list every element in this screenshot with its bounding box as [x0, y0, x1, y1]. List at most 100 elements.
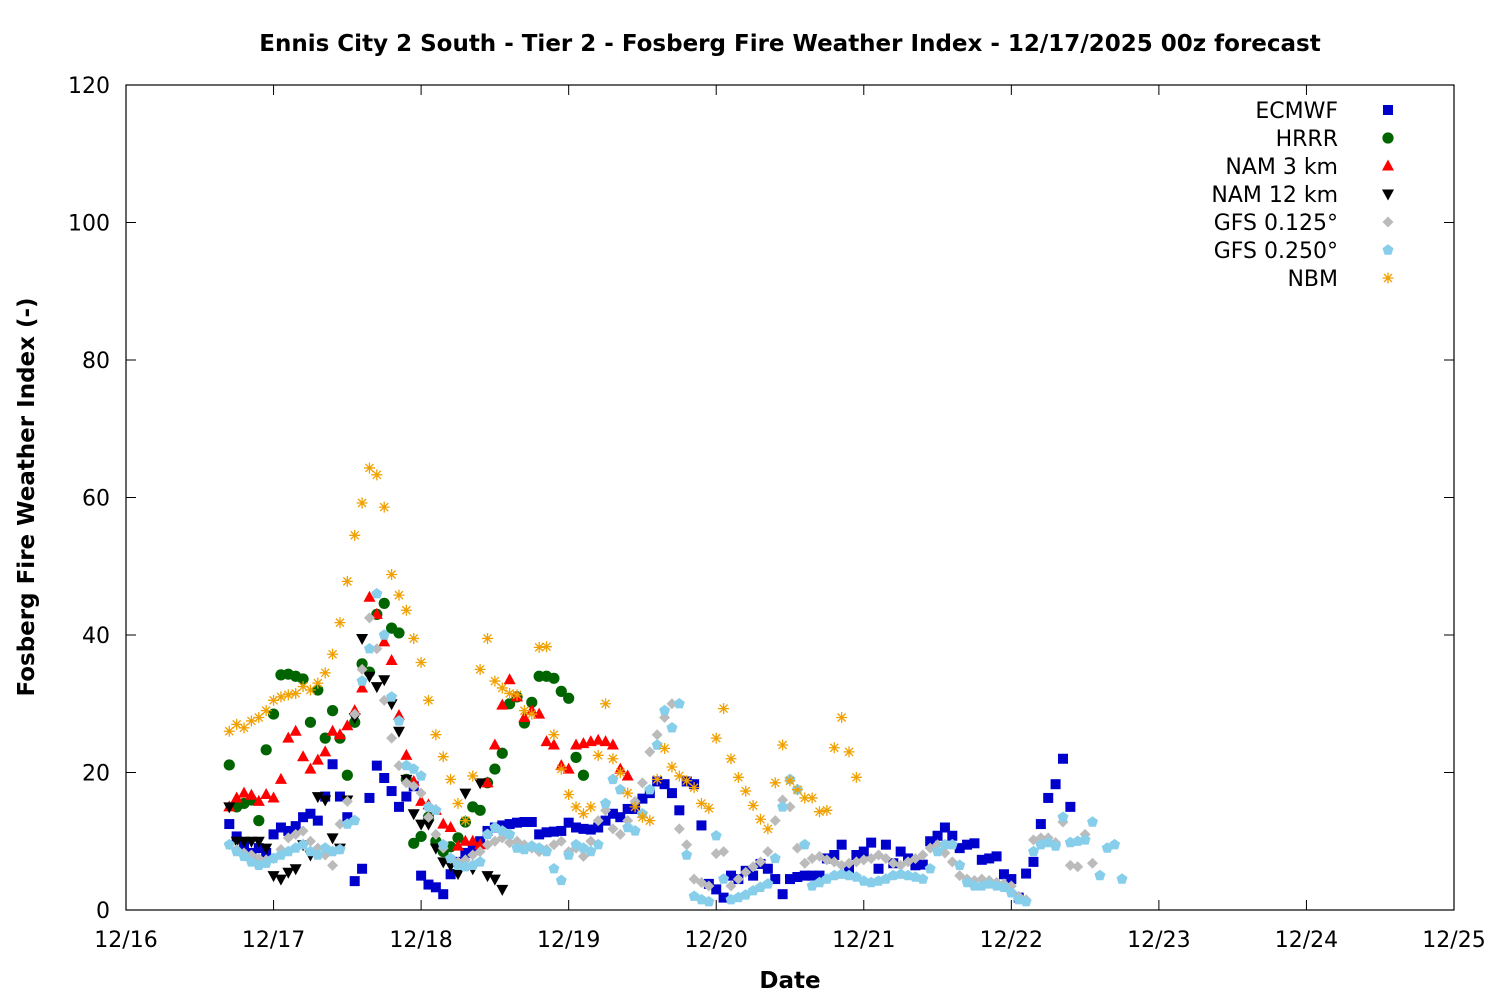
point-nbm: [651, 773, 663, 785]
point-ecmwf: [895, 846, 906, 857]
point-nam-12-km: [289, 864, 302, 876]
point-nbm: [268, 694, 280, 706]
legend-marker-nbm: [1382, 272, 1394, 284]
point-ecmwf: [696, 820, 707, 831]
point-ecmwf: [1021, 868, 1032, 879]
point-nbm: [563, 789, 575, 800]
point-gfs-0-250: [430, 804, 442, 815]
point-gfs-0-250: [673, 698, 685, 709]
point-gfs-0-125: [644, 746, 656, 758]
point-nbm: [600, 698, 612, 710]
point-gfs-0-125: [607, 823, 619, 835]
point-gfs-0-125: [555, 835, 567, 847]
point-nam-12-km: [488, 874, 501, 886]
point-nam-12-km: [422, 819, 435, 831]
point-nam-12-km: [378, 675, 391, 687]
legend-label: ECMWF: [1255, 99, 1338, 124]
point-ecmwf: [371, 760, 382, 771]
point-ecmwf: [984, 853, 995, 864]
point-gfs-0-250: [541, 845, 552, 857]
point-nam-3-km: [481, 776, 494, 788]
point-gfs-0-250: [504, 828, 516, 840]
series-ecmwf: [224, 753, 1076, 903]
point-gfs-0-125: [349, 708, 361, 720]
y-tick-label: 20: [82, 762, 110, 787]
point-nam-12-km: [311, 792, 324, 804]
point-nam-3-km: [592, 733, 605, 745]
point-nbm: [518, 705, 530, 717]
point-nbm: [371, 469, 383, 481]
point-nam-3-km: [370, 607, 383, 619]
point-ecmwf: [814, 870, 825, 881]
point-nbm: [673, 770, 685, 782]
point-gfs-0-250: [349, 814, 361, 826]
point-nbm: [238, 722, 250, 734]
point-gfs-0-125: [459, 854, 471, 866]
legend-marker-ecmwf: [1383, 105, 1393, 115]
point-nam-3-km: [621, 769, 634, 781]
point-gfs-0-250: [1050, 840, 1062, 851]
point-nbm: [659, 742, 671, 754]
point-gfs-0-250: [1087, 816, 1098, 827]
x-tick-label: 12/24: [1275, 928, 1338, 953]
point-nam-3-km: [252, 794, 265, 806]
point-ecmwf: [910, 860, 921, 871]
point-nam-3-km: [297, 750, 310, 762]
point-gfs-0-250: [386, 691, 398, 702]
point-gfs-0-125: [703, 880, 715, 892]
point-nam-3-km: [452, 839, 464, 851]
point-nbm: [349, 529, 361, 541]
point-nam-3-km: [267, 791, 280, 803]
point-ecmwf: [947, 830, 958, 841]
point-gfs-0-125: [592, 815, 604, 827]
point-ecmwf: [327, 759, 338, 770]
point-ecmwf: [519, 817, 530, 827]
point-nbm: [644, 815, 656, 827]
point-nam-3-km: [444, 821, 457, 832]
point-nbm: [297, 681, 309, 693]
point-ecmwf: [1043, 792, 1054, 803]
point-ecmwf: [962, 839, 973, 850]
point-nbm: [814, 806, 826, 818]
point-gfs-0-250: [378, 629, 390, 640]
point-nbm: [836, 712, 848, 723]
point-ecmwf: [674, 805, 685, 816]
point-nbm: [386, 569, 398, 580]
series-nam-3-km: [223, 590, 634, 851]
point-nam-3-km: [400, 748, 413, 760]
point-gfs-0-125: [799, 857, 811, 869]
point-ecmwf: [445, 869, 456, 880]
point-nam-3-km: [238, 786, 251, 798]
point-nbm: [319, 667, 331, 679]
point-hrrr: [378, 597, 390, 609]
point-gfs-0-250: [364, 643, 375, 654]
point-nbm: [275, 691, 287, 703]
point-ecmwf: [349, 876, 360, 887]
point-gfs-0-125: [880, 852, 892, 864]
point-nam-12-km: [363, 671, 376, 683]
point-nam-3-km: [326, 724, 339, 736]
legend-item-nbm: NBM: [1287, 267, 1394, 292]
point-nbm: [850, 771, 862, 783]
point-nbm: [260, 705, 272, 717]
point-gfs-0-250: [334, 843, 346, 855]
series-gfs-0-125: [223, 612, 1098, 906]
point-nbm: [777, 739, 789, 751]
point-gfs-0-125: [858, 854, 870, 866]
point-nam-3-km: [356, 681, 369, 693]
point-gfs-0-250: [644, 783, 656, 795]
point-ecmwf: [858, 846, 869, 857]
point-ecmwf: [607, 808, 618, 819]
point-nbm: [459, 815, 471, 827]
point-nam-3-km: [562, 762, 575, 774]
point-nbm: [710, 732, 722, 744]
point-nbm: [747, 800, 759, 811]
point-ecmwf: [762, 863, 773, 874]
point-ecmwf: [423, 879, 434, 890]
point-ecmwf: [836, 839, 847, 850]
point-gfs-0-125: [740, 866, 752, 878]
point-hrrr: [393, 627, 405, 639]
point-ecmwf: [925, 836, 936, 847]
point-gfs-0-250: [563, 849, 575, 860]
point-gfs-0-250: [1020, 896, 1032, 907]
